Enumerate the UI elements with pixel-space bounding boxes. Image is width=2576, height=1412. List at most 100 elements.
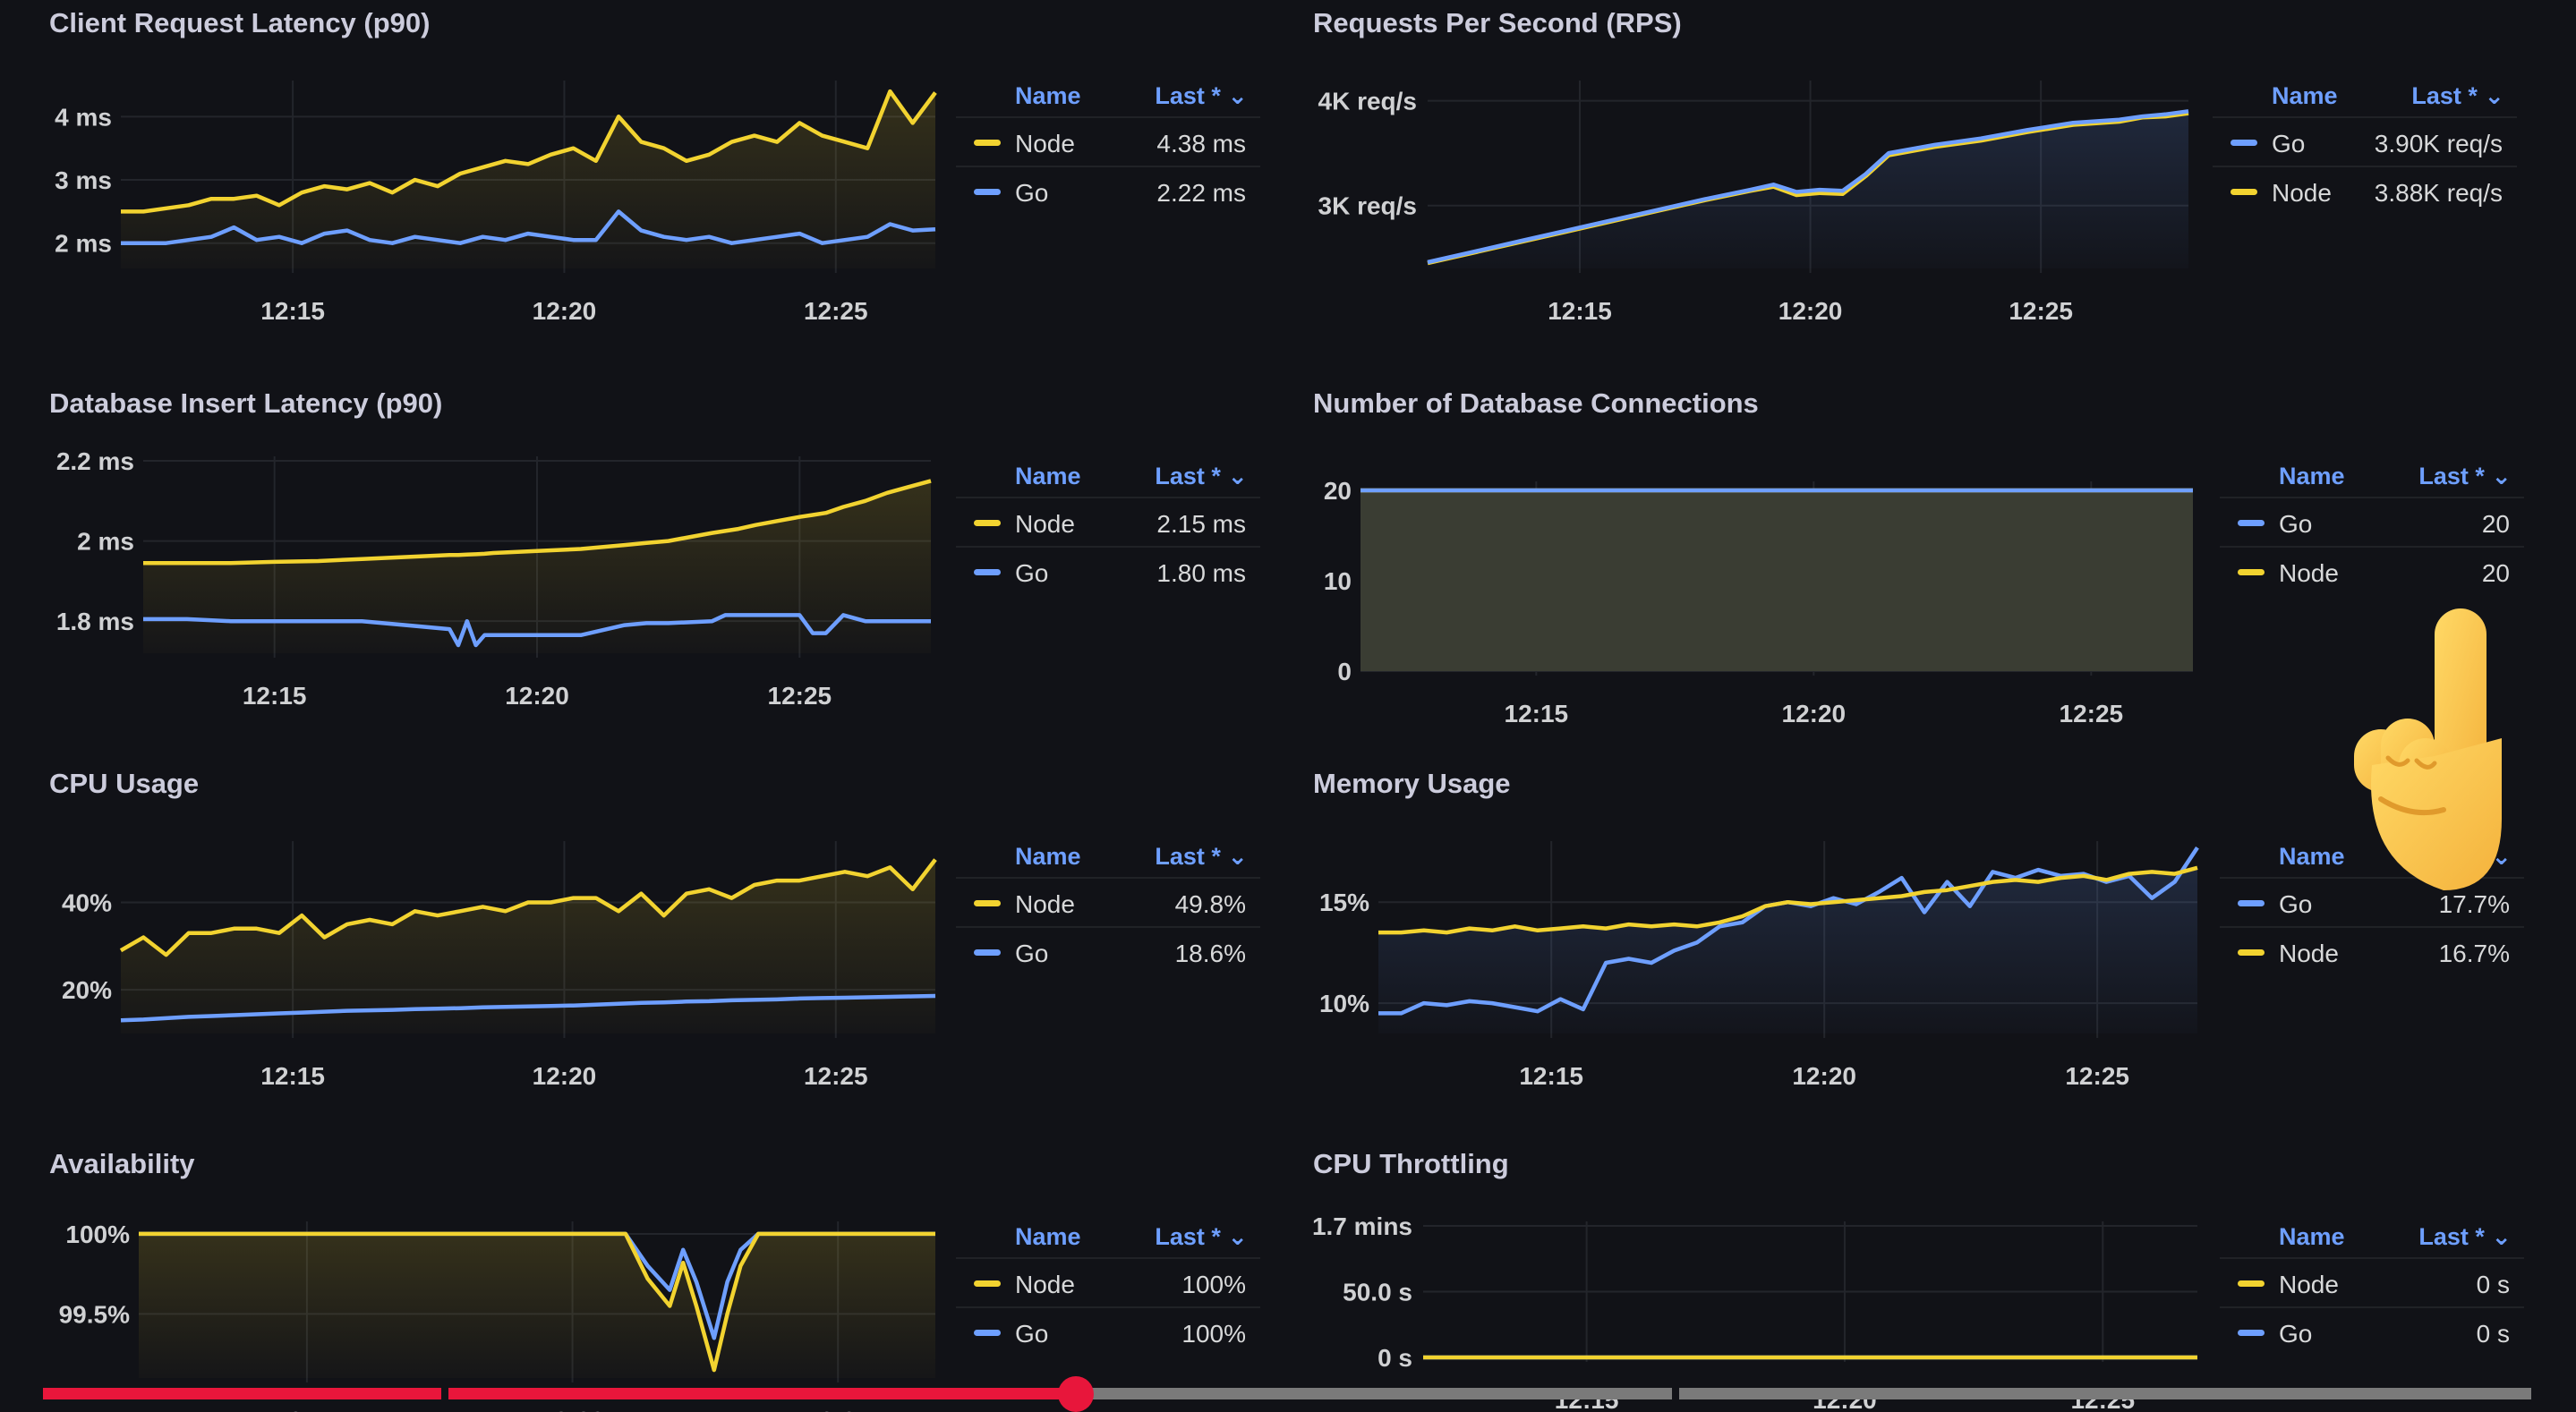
video-progress-bar[interactable] bbox=[43, 1376, 2531, 1412]
legend-cpu-throttling: Name Last * ⌄ Node 0 s Go 0 s bbox=[2220, 1212, 2524, 1356]
legend-name-header[interactable]: Name bbox=[2279, 843, 2345, 870]
legend-swatch bbox=[2238, 1280, 2265, 1287]
legend-name-header[interactable]: Name bbox=[1015, 843, 1081, 870]
legend-name-header[interactable]: Name bbox=[2279, 463, 2345, 489]
legend-last-sort-header[interactable]: Last * ⌄ bbox=[1155, 82, 1248, 109]
legend-row-node[interactable]: Node 3.88K req/s bbox=[2213, 166, 2517, 215]
panel-title: CPU Throttling bbox=[1313, 1148, 1509, 1179]
legend-last-value: 100% bbox=[1181, 1271, 1246, 1298]
legend-row-go[interactable]: Go 2.22 ms bbox=[956, 166, 1260, 215]
panel-title: Database Insert Latency (p90) bbox=[49, 387, 443, 419]
legend-series-name: Go bbox=[1015, 559, 1049, 587]
panel-availability: Availability 99.5% 100% 12:15 12:20 12:25 Na… bbox=[0, 1141, 1271, 1412]
legend-last-sort-header[interactable]: Last * ⌄ bbox=[1155, 843, 1248, 870]
y-tick-label: 20 bbox=[1324, 477, 1352, 505]
legend-row-node[interactable]: Node 2.15 ms bbox=[956, 497, 1260, 546]
legend-series-name: Go bbox=[1015, 1320, 1049, 1348]
legend-name-header[interactable]: Name bbox=[1015, 1223, 1081, 1250]
legend-row-go[interactable]: Go 20 bbox=[2220, 497, 2524, 546]
legend-last-value: 20 bbox=[2481, 559, 2510, 587]
y-tick-label: 40% bbox=[62, 889, 112, 916]
x-tick-label: 12:15 bbox=[1505, 700, 1569, 727]
legend-row-go[interactable]: Go 100% bbox=[956, 1306, 1260, 1356]
legend-last-sort-header[interactable]: Last * ⌄ bbox=[1155, 1223, 1248, 1250]
y-tick-label: 1.8 ms bbox=[56, 608, 134, 635]
legend-series-name: Node bbox=[1015, 1271, 1075, 1298]
legend-series-name: Node bbox=[2279, 559, 2339, 587]
legend-row-go[interactable]: Go 0 s bbox=[2220, 1306, 2524, 1356]
series-area-fill bbox=[1428, 111, 2188, 268]
legend-row-node[interactable]: Node 100% bbox=[956, 1257, 1260, 1306]
panel-title: Availability bbox=[49, 1148, 195, 1179]
y-tick-label: 15% bbox=[1319, 889, 1369, 916]
series-line-go bbox=[120, 993, 936, 1023]
legend-row-node[interactable]: Node 16.7% bbox=[2220, 926, 2524, 975]
legend-swatch bbox=[2238, 520, 2265, 526]
series-line-go bbox=[1427, 109, 2189, 265]
x-tick-label: 12:15 bbox=[260, 297, 325, 325]
progress-scrubber-handle[interactable] bbox=[1057, 1376, 1094, 1412]
legend-last-sort-header[interactable]: Last * ⌄ bbox=[2411, 82, 2504, 109]
y-tick-label: 10% bbox=[1319, 990, 1369, 1017]
legend-last-sort-header[interactable]: Last * ⌄ bbox=[2418, 1223, 2512, 1250]
series-area-fill bbox=[1378, 867, 2197, 1033]
legend-last-value: 4.38 ms bbox=[1156, 130, 1246, 157]
legend-last-sort-header[interactable]: Last * ⌄ bbox=[2418, 463, 2512, 489]
legend-row-go[interactable]: Go 18.6% bbox=[956, 926, 1260, 975]
legend-series-name: Node bbox=[2279, 940, 2339, 967]
legend-series-name: Node bbox=[1015, 890, 1075, 918]
legend-row-go[interactable]: Go 17.7% bbox=[2220, 877, 2524, 926]
x-tick-label: 12:15 bbox=[1548, 297, 1612, 325]
panel-client-request-latency: Client Request Latency (p90) 2 ms 3 ms 4 m… bbox=[0, 0, 1271, 376]
y-tick-label: 10 bbox=[1324, 567, 1352, 595]
legend-last-sort-header[interactable]: Last * ⌄ bbox=[1155, 463, 1248, 489]
x-tick-label: 12:25 bbox=[2060, 700, 2124, 727]
panel-database-insert-latency: Database Insert Latency (p90) 1.8 ms 2 ms… bbox=[0, 380, 1271, 756]
legend-row-node[interactable]: Node 0 s bbox=[2220, 1257, 2524, 1306]
y-tick-label: 2 ms bbox=[77, 528, 134, 556]
y-tick-label: 4 ms bbox=[55, 103, 112, 131]
legend-series-name: Go bbox=[1015, 179, 1049, 207]
legend-swatch bbox=[974, 520, 1001, 526]
y-tick-label: 0 bbox=[1337, 658, 1352, 685]
series-line-go bbox=[121, 209, 936, 245]
y-tick-label: 3K req/s bbox=[1318, 192, 1418, 220]
legend-name-header[interactable]: Name bbox=[1015, 463, 1081, 489]
panel-title: Client Request Latency (p90) bbox=[49, 7, 431, 38]
x-tick-label: 12:20 bbox=[533, 1062, 597, 1090]
x-tick-label: 12:15 bbox=[275, 1407, 339, 1412]
legend-swatch bbox=[2238, 949, 2265, 956]
series-area-fill bbox=[143, 481, 931, 653]
series-line-node bbox=[121, 89, 937, 214]
y-tick-label: 3 ms bbox=[55, 166, 112, 194]
progress-remaining bbox=[1075, 1388, 2531, 1399]
legend-client-request-latency: Name Last * ⌄ Node 4.38 ms Go 2.22 ms bbox=[956, 72, 1260, 215]
legend-name-header[interactable]: Name bbox=[1015, 82, 1081, 109]
legend-swatch bbox=[2238, 900, 2265, 906]
series-area-fill bbox=[139, 1233, 935, 1378]
legend-last-value: 3.90K req/s bbox=[2374, 130, 2503, 157]
legend-last-value: 0 s bbox=[2476, 1271, 2510, 1298]
legend-name-header[interactable]: Name bbox=[2272, 82, 2338, 109]
panel-cpu-throttling: CPU Throttling 0 s50.0 s1.7 mins12:1512:… bbox=[1271, 1141, 2576, 1412]
legend-row-go[interactable]: Go 3.90K req/s bbox=[2213, 116, 2517, 166]
series-area-fill bbox=[121, 859, 935, 1033]
panel-requests-per-second: Requests Per Second (RPS) 3K req/s 4K req… bbox=[1271, 0, 2576, 376]
panel-number-of-database-connections: Number of Database Connections 0 10 20 12:1… bbox=[1271, 380, 2576, 756]
legend-row-go[interactable]: Go 1.80 ms bbox=[956, 546, 1260, 595]
legend-row-node[interactable]: Node 4.38 ms bbox=[956, 116, 1260, 166]
panel-title: Number of Database Connections bbox=[1313, 387, 1759, 419]
y-tick-label: 4K req/s bbox=[1318, 88, 1418, 115]
legend-series-name: Go bbox=[2279, 1320, 2313, 1348]
x-tick-label: 12:25 bbox=[2009, 297, 2073, 325]
legend-row-node[interactable]: Node 49.8% bbox=[956, 877, 1260, 926]
x-tick-label: 12:25 bbox=[768, 682, 832, 710]
legend-row-node[interactable]: Node 20 bbox=[2220, 546, 2524, 595]
x-tick-label: 12:25 bbox=[804, 1062, 868, 1090]
x-tick-label: 12:20 bbox=[1792, 1062, 1856, 1090]
legend-header: Name Last * ⌄ bbox=[956, 72, 1260, 116]
y-tick-label: 1.7 mins bbox=[1312, 1212, 1412, 1240]
y-tick-label: 99.5% bbox=[59, 1300, 130, 1328]
legend-name-header[interactable]: Name bbox=[2279, 1223, 2345, 1250]
